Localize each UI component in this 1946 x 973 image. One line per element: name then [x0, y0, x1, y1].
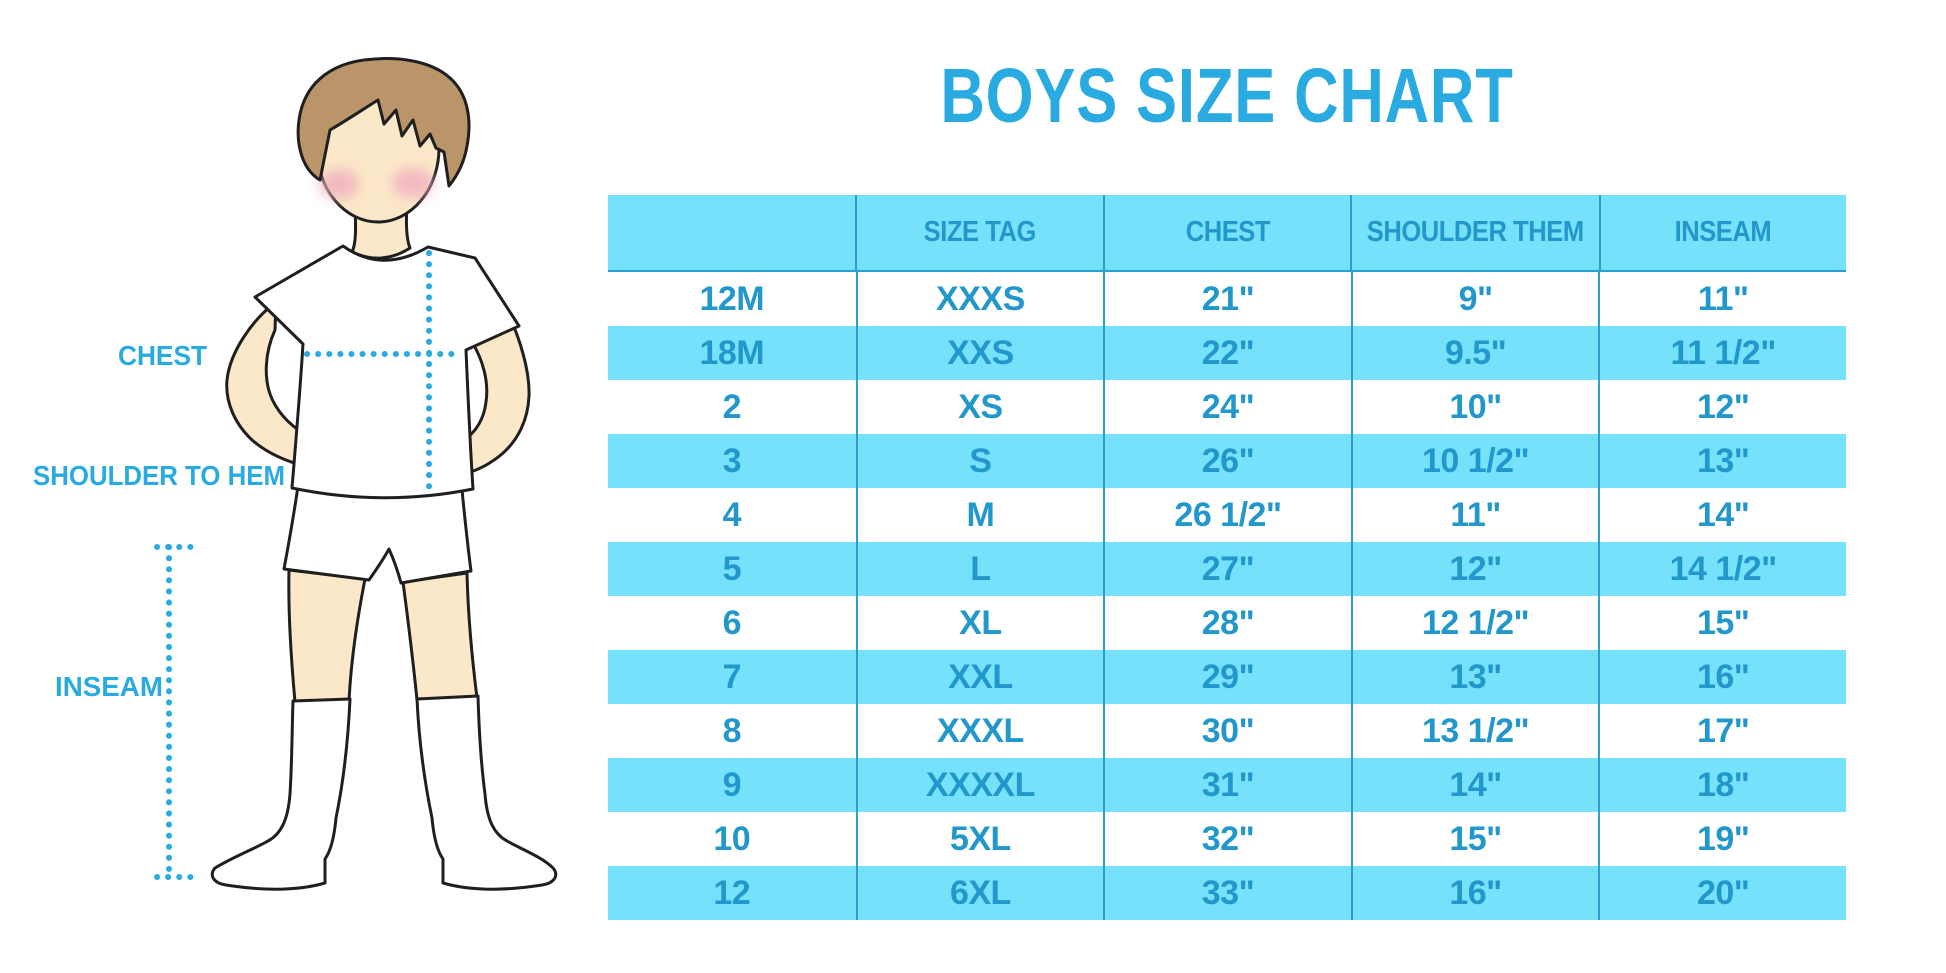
table-cell: 10 1/2" — [1350, 434, 1599, 488]
table-cell: 29" — [1103, 650, 1351, 704]
table-cell: 26 1/2" — [1103, 488, 1351, 542]
table-row: 5 L 27" 12" 14 1/2" — [608, 542, 1846, 596]
table-row: 8 XXXL 30" 13 1/2" 17" — [608, 704, 1846, 758]
table-cell: 33" — [1103, 866, 1351, 920]
table-cell: 2 — [722, 387, 742, 426]
tshirt-shape — [253, 244, 521, 500]
shoulder-to-hem-label: SHOULDER TO HEM — [33, 460, 285, 491]
table-cell: XXS — [855, 326, 1104, 380]
table-cell: 9 — [722, 765, 742, 804]
table-header-cell-size-tag: SIZE TAG — [855, 195, 1102, 270]
table-cell: S — [855, 434, 1104, 488]
table-cell: XL — [855, 596, 1104, 650]
table-cell: 12M — [699, 279, 765, 318]
table-cell: 8 — [722, 711, 742, 750]
table-cell: 31" — [1103, 758, 1351, 812]
left-leg — [287, 568, 367, 704]
measurement-figure: CHEST SHOULDER TO HEM INSEAM — [33, 57, 558, 891]
table-row: 10 5XL 32" 15" 19" — [608, 812, 1846, 866]
table-cell: 7 — [722, 657, 742, 696]
table-header-cell-shoulder-them: SHOULDER THEM — [1350, 195, 1598, 270]
table-cell: L — [855, 542, 1104, 596]
table-cell: XXL — [855, 650, 1104, 704]
table-cell: 15" — [1598, 596, 1846, 650]
table-row: 3 S 26" 10 1/2" 13" — [608, 434, 1846, 488]
table-cell: 11" — [1350, 488, 1599, 542]
table-cell: 20" — [1598, 866, 1846, 920]
table-cell: 28" — [1103, 596, 1351, 650]
page-title: BOYS SIZE CHART — [940, 52, 1514, 139]
table-cell: 27" — [1103, 542, 1351, 596]
table-cell: 14 1/2" — [1598, 542, 1846, 596]
table-cell: 9.5" — [1350, 326, 1599, 380]
table-cell: 4 — [722, 495, 742, 534]
table-cell: XXXXL — [855, 758, 1104, 812]
table-cell: 6XL — [855, 866, 1104, 920]
table-cell: XS — [855, 380, 1104, 434]
table-cell: 12 — [713, 873, 751, 912]
table-cell: 15" — [1350, 812, 1599, 866]
table-cell: 10" — [1350, 380, 1599, 434]
table-cell: 19" — [1598, 812, 1846, 866]
chest-label: CHEST — [118, 340, 207, 371]
table-header-cell-chest: CHEST — [1102, 195, 1350, 270]
table-cell: 18" — [1598, 758, 1846, 812]
table-row: 2 XS 24" 10" 12" — [608, 380, 1846, 434]
table-cell: 12" — [1350, 542, 1599, 596]
size-table: SIZE TAG CHEST SHOULDER THEM INSEAM 12M X… — [608, 195, 1846, 920]
table-row: 9 XXXXL 31" 14" 18" — [608, 758, 1846, 812]
table-cell: 21" — [1103, 272, 1351, 326]
table-row: 4 M 26 1/2" 11" 14" — [608, 488, 1846, 542]
table-cell: 11" — [1598, 272, 1846, 326]
shorts-shape — [282, 484, 473, 585]
table-cell: 17" — [1598, 704, 1846, 758]
table-cell: 14" — [1350, 758, 1599, 812]
table-cell: 18M — [699, 333, 765, 372]
table-cell: 11 1/2" — [1598, 326, 1846, 380]
left-cheek — [319, 169, 359, 199]
table-cell: 10 — [713, 819, 751, 858]
table-cell: 30" — [1103, 704, 1351, 758]
table-cell: 32" — [1103, 812, 1351, 866]
right-leg — [401, 571, 479, 702]
left-arm — [225, 300, 314, 469]
table-cell: 13" — [1350, 650, 1599, 704]
table-cell: 5XL — [855, 812, 1104, 866]
table-row: 18M XXS 22" 9.5" 11 1/2" — [608, 326, 1846, 380]
table-cell: 24" — [1103, 380, 1351, 434]
table-cell: 13" — [1598, 434, 1846, 488]
table-row: 12 6XL 33" 16" 20" — [608, 866, 1846, 920]
right-sock — [415, 694, 558, 891]
table-cell: 5 — [722, 549, 742, 588]
table-row: 6 XL 28" 12 1/2" 15" — [608, 596, 1846, 650]
table-cell: 16" — [1598, 650, 1846, 704]
table-cell: XXXS — [855, 272, 1104, 326]
size-table-body: 12M XXXS 21" 9" 11" 18M XXS 22" 9.5" 11 1/2" 2 XS 24… — [608, 272, 1846, 920]
right-cheek — [392, 168, 434, 198]
table-header-row: SIZE TAG CHEST SHOULDER THEM INSEAM — [608, 195, 1846, 272]
table-cell: 12 1/2" — [1350, 596, 1599, 650]
table-cell: 12" — [1598, 380, 1846, 434]
table-cell: 14" — [1598, 488, 1846, 542]
table-cell: XXXL — [855, 704, 1104, 758]
table-cell: 22" — [1103, 326, 1351, 380]
table-header-cell-size — [608, 195, 855, 270]
table-cell: 26" — [1103, 434, 1351, 488]
table-row: 7 XXL 29" 13" 16" — [608, 650, 1846, 704]
table-cell: 6 — [722, 603, 742, 642]
table-cell: 13 1/2" — [1350, 704, 1599, 758]
table-cell: 9" — [1350, 272, 1599, 326]
table-cell: 3 — [722, 441, 742, 480]
table-row: 12M XXXS 21" 9" 11" — [608, 272, 1846, 326]
hair-shape — [296, 57, 471, 188]
table-cell: 16" — [1350, 866, 1599, 920]
left-sock — [210, 697, 352, 891]
table-cell: M — [855, 488, 1104, 542]
inseam-label: INSEAM — [55, 671, 163, 702]
table-header-cell-inseam: INSEAM — [1598, 195, 1846, 270]
